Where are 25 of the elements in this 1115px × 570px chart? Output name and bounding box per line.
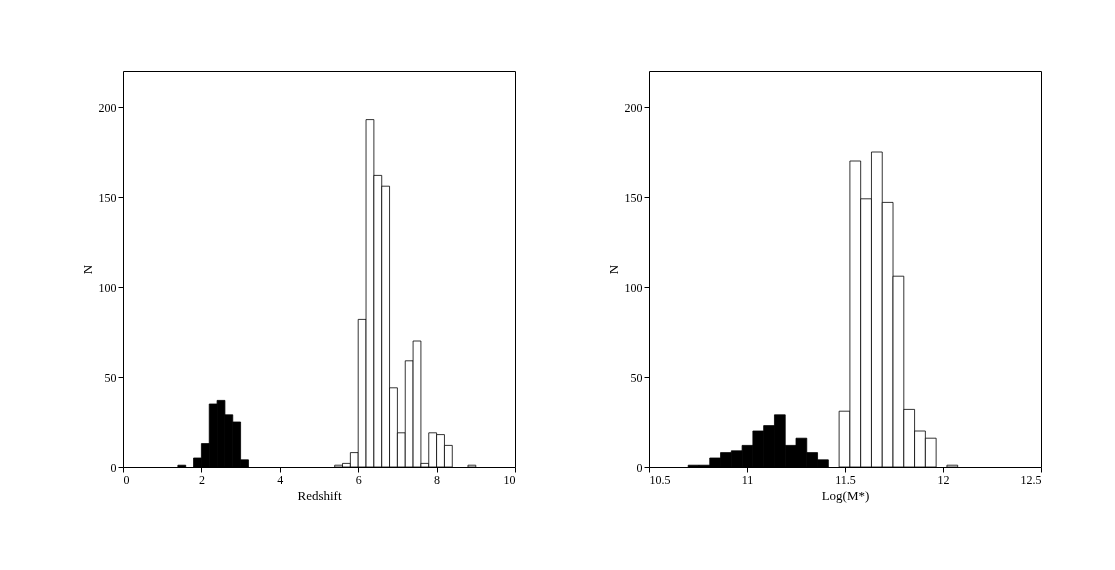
- x-tick-label: 12: [937, 472, 950, 487]
- x-tick-label: 10: [503, 472, 516, 487]
- x-tick-label: 8: [434, 472, 441, 487]
- y-tick-label: 50: [104, 370, 117, 385]
- x-tick-label: 6: [355, 472, 362, 487]
- x-tick-label: 10.5: [649, 472, 671, 487]
- y-tick-label: 200: [98, 100, 117, 115]
- x-tick-label: 0: [123, 472, 130, 487]
- x-tick-label: 11.5: [835, 472, 856, 487]
- y-tick-label: 50: [630, 370, 643, 385]
- y-tick-label: 100: [624, 280, 643, 295]
- x-tick-label: 4: [277, 472, 284, 487]
- x-axis-title: Redshift: [297, 487, 342, 503]
- x-tick-label: 12.5: [1020, 472, 1042, 487]
- y-tick-label: 100: [98, 280, 117, 295]
- x-axis-title: Log(M*): [821, 487, 870, 503]
- y-tick-label: 150: [624, 190, 643, 205]
- y-axis-title: N: [605, 264, 621, 275]
- x-tick-label: 2: [198, 472, 205, 487]
- y-tick-label: 200: [624, 100, 643, 115]
- x-tick-label: 11: [741, 472, 754, 487]
- y-axis-title: N: [79, 264, 95, 275]
- y-tick-label: 0: [110, 460, 117, 475]
- y-tick-label: 150: [98, 190, 117, 205]
- y-tick-label: 0: [636, 460, 643, 475]
